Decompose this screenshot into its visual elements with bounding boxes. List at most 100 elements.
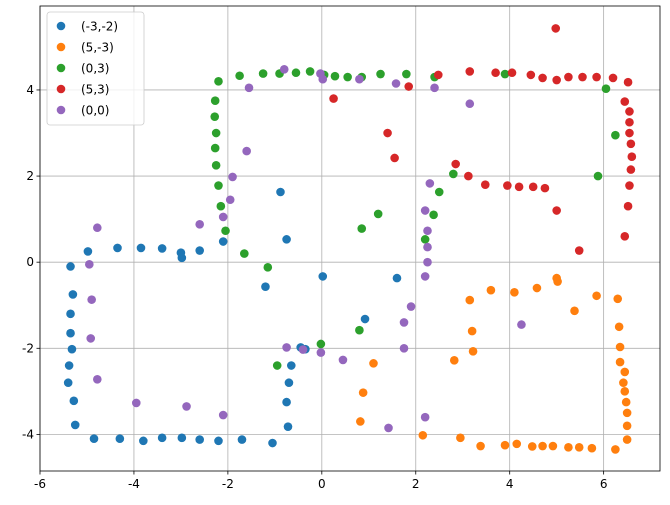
data-point xyxy=(131,398,141,408)
data-point xyxy=(406,302,416,311)
data-point xyxy=(343,72,352,82)
data-point xyxy=(456,433,465,443)
series-4 xyxy=(85,64,526,433)
data-point xyxy=(286,361,296,370)
data-point xyxy=(503,181,512,190)
data-point xyxy=(298,345,308,354)
legend: (-3,-2) (5,-3) (0,3) (5,3) (0,0) xyxy=(46,11,145,126)
data-point xyxy=(139,436,148,446)
data-point xyxy=(620,97,630,106)
data-point xyxy=(240,249,249,258)
data-point xyxy=(69,396,79,406)
data-point xyxy=(373,209,383,219)
y-tick-label: -2 xyxy=(22,341,34,355)
data-point xyxy=(451,159,460,169)
data-point xyxy=(360,314,370,324)
data-point xyxy=(263,263,273,272)
data-point xyxy=(465,99,475,109)
legend-label: (-3,-2) xyxy=(81,20,118,34)
data-point xyxy=(136,243,146,253)
data-point xyxy=(390,153,399,163)
data-point xyxy=(63,378,73,388)
data-point xyxy=(564,72,573,82)
data-point xyxy=(218,237,228,246)
series-1 xyxy=(356,273,632,454)
data-point xyxy=(244,83,254,93)
data-point xyxy=(210,96,220,106)
data-point xyxy=(70,420,80,430)
data-point xyxy=(538,73,547,83)
data-point xyxy=(93,223,102,233)
data-point xyxy=(242,146,251,156)
legend-marker xyxy=(56,63,66,73)
data-point xyxy=(578,72,587,82)
data-point xyxy=(399,343,409,353)
x-tick-label: 2 xyxy=(412,477,420,491)
data-point xyxy=(486,285,496,295)
data-point xyxy=(283,422,293,431)
data-point xyxy=(615,342,625,352)
y-tick-label: -4 xyxy=(22,427,34,441)
data-point xyxy=(316,69,325,78)
legend-label: (5,3) xyxy=(81,83,109,97)
data-point xyxy=(608,73,618,83)
data-point xyxy=(276,187,285,197)
data-point xyxy=(507,68,517,78)
data-point xyxy=(113,243,122,253)
data-point xyxy=(574,443,584,452)
data-point xyxy=(157,433,167,443)
data-point xyxy=(420,412,430,422)
data-point xyxy=(570,306,579,316)
data-point xyxy=(67,344,77,354)
data-point xyxy=(553,277,562,286)
data-point xyxy=(316,348,326,357)
data-point xyxy=(218,212,228,222)
legend-marker xyxy=(56,105,66,115)
data-point xyxy=(402,69,411,79)
data-point xyxy=(517,320,526,329)
data-point xyxy=(268,438,277,448)
data-point xyxy=(614,322,624,332)
data-point xyxy=(449,169,458,179)
data-point xyxy=(235,71,244,81)
data-point xyxy=(615,357,625,367)
data-point xyxy=(86,334,96,343)
data-points xyxy=(63,24,637,454)
data-point xyxy=(593,171,603,181)
data-point xyxy=(218,410,228,420)
legend-marker xyxy=(56,84,66,94)
data-point xyxy=(613,294,623,304)
data-point xyxy=(429,210,438,220)
data-point xyxy=(177,253,187,263)
data-point xyxy=(625,181,634,190)
data-point xyxy=(540,183,550,193)
data-point xyxy=(85,260,94,269)
data-point xyxy=(66,262,75,271)
data-point xyxy=(399,318,409,327)
data-point xyxy=(532,283,542,293)
data-point xyxy=(465,67,475,76)
data-point xyxy=(625,107,634,116)
data-point xyxy=(318,272,328,281)
data-point xyxy=(423,242,432,252)
data-point xyxy=(282,397,291,407)
data-point xyxy=(619,378,628,388)
data-point xyxy=(552,75,561,85)
data-point xyxy=(392,273,402,283)
data-point xyxy=(383,128,392,138)
data-point xyxy=(330,71,340,81)
data-point xyxy=(228,172,237,182)
data-point xyxy=(512,439,522,449)
data-point xyxy=(279,64,289,74)
data-point xyxy=(210,112,220,121)
data-point xyxy=(282,343,291,352)
data-point xyxy=(420,272,430,281)
series-0 xyxy=(63,187,402,448)
data-point xyxy=(195,219,204,229)
data-point xyxy=(592,72,601,82)
data-point xyxy=(548,441,558,451)
data-point xyxy=(514,182,524,192)
y-tick-label: 4 xyxy=(26,83,34,97)
data-point xyxy=(464,171,473,181)
data-point xyxy=(480,180,490,189)
